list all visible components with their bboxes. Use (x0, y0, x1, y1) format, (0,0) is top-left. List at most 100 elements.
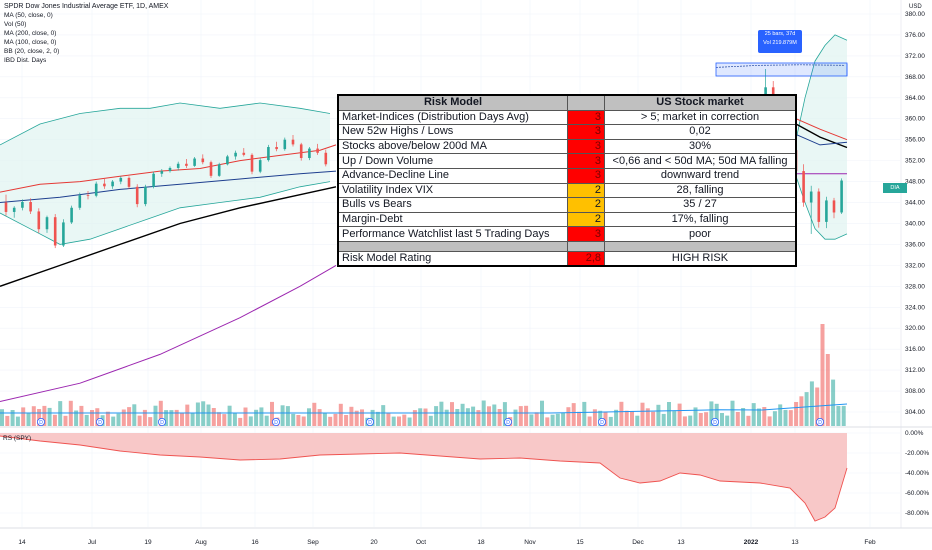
risk-table-row: Bulls vs Bears 2 35 / 27 (337, 197, 797, 213)
volume-bar (217, 412, 221, 426)
rs-pane-label: RS (SPY) (3, 435, 31, 442)
candle (4, 194, 8, 216)
measure-tooltip: 25 bars, 37d Vol 219.879M (758, 30, 802, 53)
distribution-day-marker[interactable]: D (711, 417, 720, 426)
volume-bar (402, 414, 407, 426)
candle (29, 198, 32, 215)
volume-bar (153, 405, 158, 426)
time-tick-label: 14 (18, 539, 26, 546)
risk-criterion-score: 3 (567, 138, 605, 155)
volume-bar (195, 402, 200, 426)
measure-box[interactable] (715, 62, 848, 77)
volume-bar (561, 412, 566, 426)
candle (234, 150, 237, 160)
time-tick-label: 13 (677, 539, 685, 546)
volume-bar (291, 413, 296, 426)
risk-rating-score: 2,8 (567, 250, 605, 267)
svg-text:D: D (39, 420, 43, 426)
volume-bar (799, 396, 804, 426)
candle (185, 159, 188, 168)
volume-bar (418, 408, 423, 426)
bb-fill (0, 103, 330, 245)
price-tick-label: 368.00 (905, 74, 925, 81)
candle (111, 180, 114, 189)
volume-bar (439, 401, 444, 426)
volume-bar (397, 416, 401, 426)
risk-table-row: New 52w Highs / Lows 3 0,02 (337, 124, 797, 140)
volume-bar (682, 416, 687, 426)
distribution-day-marker[interactable]: D (37, 417, 46, 426)
risk-criterion-label: Performance Watchlist last 5 Trading Day… (337, 226, 568, 242)
time-tick-label: 15 (576, 539, 584, 546)
risk-criterion-value: poor (604, 226, 797, 242)
svg-text:D: D (600, 420, 604, 426)
volume-bar (121, 409, 126, 426)
candle (250, 153, 254, 175)
candle (226, 154, 229, 166)
volume-bar (592, 409, 597, 426)
price-tick-label: 308.00 (905, 388, 925, 395)
volume-ma-line (0, 403, 848, 414)
candle (299, 142, 303, 161)
rs-tick-label: -60.00% (905, 490, 929, 497)
volume-bar (772, 411, 777, 426)
risk-criterion-label: Stocks above/below 200d MA (337, 138, 568, 155)
risk-criterion-score: 2 (567, 211, 605, 228)
distribution-day-marker[interactable]: D (96, 417, 105, 426)
volume-bar (201, 401, 206, 426)
distribution-day-marker[interactable]: D (503, 417, 512, 426)
risk-rating-value: HIGH RISK (604, 250, 797, 267)
distribution-day-marker[interactable]: D (598, 417, 607, 426)
risk-table-row: Up / Down Volume 3 <0,66 and < 50d MA; 50d… (337, 153, 797, 169)
volume-bar (471, 406, 476, 426)
symbol-title: SPDR Dow Jones Industrial Average ETF, 1… (4, 3, 169, 10)
volume-bar (762, 407, 767, 426)
volume-bar (518, 406, 523, 426)
volume-bar (74, 410, 79, 426)
distribution-day-marker[interactable]: D (365, 417, 374, 426)
volume-bar (640, 402, 645, 426)
volume-bar (492, 404, 497, 426)
volume-bar (317, 409, 322, 426)
distribution-day-marker[interactable]: D (157, 417, 166, 426)
price-tick-label: 312.00 (905, 367, 925, 374)
volume-bar (301, 416, 306, 426)
volume-bar (296, 415, 301, 426)
volume-bar (476, 410, 481, 426)
volume-bar (619, 401, 624, 426)
volume-bar (63, 415, 68, 426)
rs-tick-label: -40.00% (905, 470, 929, 477)
legend-indicator[interactable]: MA (100, close, 0) (4, 39, 57, 46)
legend-indicator[interactable]: Vol (50) (4, 21, 27, 28)
price-tick-label: 324.00 (905, 304, 925, 311)
distribution-day-marker[interactable]: D (816, 417, 825, 426)
legend-indicator[interactable]: MA (50, close, 0) (4, 12, 53, 19)
volume-bar (529, 414, 534, 426)
volume-bar (148, 417, 153, 426)
price-tick-label: 332.00 (905, 262, 925, 269)
risk-table-row: Performance Watchlist last 5 Trading Day… (337, 226, 797, 242)
risk-criterion-score: 3 (567, 153, 605, 169)
volume-bar (307, 408, 311, 426)
candle (308, 147, 311, 161)
candle (209, 160, 213, 178)
moving-averages (0, 64, 848, 402)
candle (45, 215, 49, 233)
legend-indicator[interactable]: MA (200, close, 0) (4, 30, 57, 37)
ma-purple-line (0, 264, 337, 402)
legend-indicator[interactable]: BB (20, close, 2, 0) (4, 48, 60, 55)
distribution-day-marker[interactable]: D (271, 417, 280, 426)
risk-rating-label: Risk Model Rating (337, 250, 568, 267)
volume-bar (487, 406, 491, 426)
legend-indicator[interactable]: IBD Dist. Days (4, 57, 47, 64)
volume-bar (661, 413, 666, 426)
volume-bar (423, 408, 428, 426)
svg-text:D: D (274, 420, 278, 426)
candle (152, 171, 155, 189)
candle (809, 185, 813, 234)
volume-bar (344, 415, 349, 426)
volume-bar (809, 381, 814, 426)
measure-line (715, 64, 846, 68)
